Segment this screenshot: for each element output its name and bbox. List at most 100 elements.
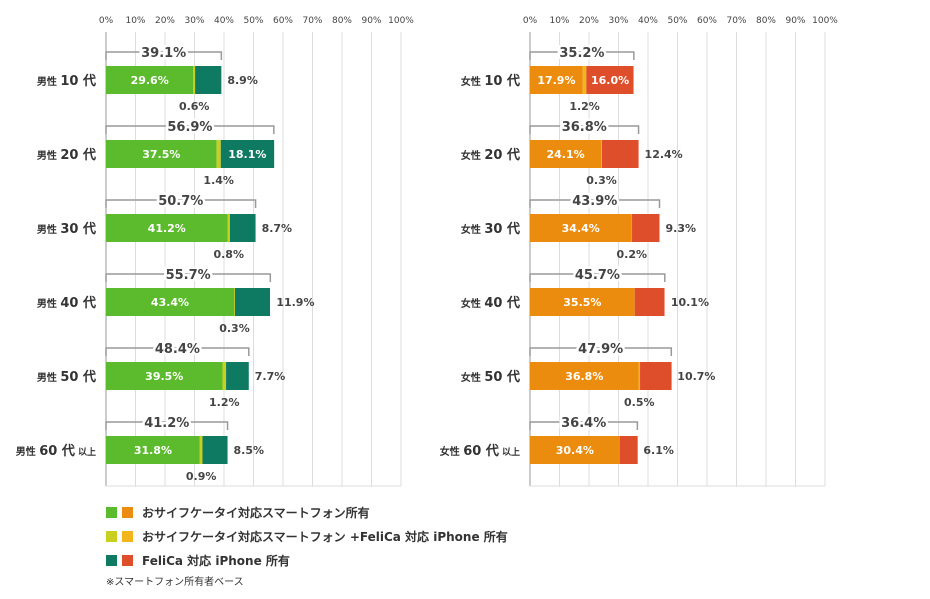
category-gender: 女性 <box>461 223 484 236</box>
legend-swatch-iphone-female <box>122 554 133 566</box>
male-x-tick-label: 60% <box>273 16 293 26</box>
male-first-value-label: 41.2% <box>148 222 186 235</box>
female-total-label: 35.2% <box>559 46 604 61</box>
male-last-value-label: 8.5% <box>234 444 265 457</box>
female-segment-osaifu <box>530 140 602 168</box>
male-last-value-label: 18.1% <box>228 148 266 161</box>
category-gender: 男性 <box>37 223 60 236</box>
female-segment-osaifu <box>530 288 635 316</box>
legend: おサイフケータイ対応スマートフォン所有 おサイフケータイ対応スマートフォン +F… <box>106 500 508 572</box>
female-segment-iphone <box>586 66 634 94</box>
female-segment-iphone <box>640 362 672 390</box>
footnote: ※スマートフォン所有者ベース <box>106 577 244 588</box>
male-first-value-label: 37.5% <box>142 148 180 161</box>
female-first-value-label: 17.9% <box>537 74 575 87</box>
female-category-label: 女性 40 代 <box>461 295 520 311</box>
female-category-label: 女性 30 代 <box>461 221 520 237</box>
female-category-label: 女性 60 代 以上 <box>440 443 520 459</box>
male-middle-value-label: 0.8% <box>213 248 244 261</box>
male-total-bracket <box>105 347 250 356</box>
male-total-bracket <box>105 273 272 282</box>
female-first-value-label: 24.1% <box>546 148 584 161</box>
male-last-value-label: 11.9% <box>276 296 314 309</box>
category-age: 40 代 <box>60 295 96 311</box>
male-segment-both <box>216 140 221 168</box>
category-age: 50 代 <box>484 369 520 385</box>
category-age: 10 代 <box>484 73 520 89</box>
male-segment-iphone <box>229 214 256 242</box>
category-age: 10 代 <box>60 73 96 89</box>
male-middle-value-label: 1.4% <box>203 174 234 187</box>
male-total-bracket <box>105 51 223 60</box>
female-x-tick-label: 100% <box>812 16 838 26</box>
female-x-tick-label: 10% <box>549 16 569 26</box>
male-x-tick-label: 40% <box>214 16 234 26</box>
male-x-tick-label: 10% <box>125 16 145 26</box>
female-segment-osaifu <box>530 436 620 464</box>
female-segment-both <box>601 140 603 168</box>
male-segment-iphone <box>220 140 275 168</box>
female-total-label: 47.9% <box>578 342 623 357</box>
legend-label-iphone: FeliCa 対応 iPhone 所有 <box>142 553 290 568</box>
category-gender: 女性 <box>461 75 484 88</box>
legend-swatch-osaifu-male <box>106 506 117 518</box>
female-first-value-label: 34.4% <box>562 222 600 235</box>
male-first-value-label: 29.6% <box>131 74 169 87</box>
male-segment-both <box>199 436 203 464</box>
male-middle-value-label: 0.9% <box>186 470 217 483</box>
male-segment-both <box>222 362 227 390</box>
female-total-bracket <box>529 273 666 282</box>
category-gender: 女性 <box>461 297 484 310</box>
female-total-label: 36.4% <box>561 416 606 431</box>
male-segment-both <box>234 288 236 316</box>
category-gender: 男性 <box>16 445 39 458</box>
legend-label-both: おサイフケータイ対応スマートフォン +FeliCa 対応 iPhone 所有 <box>142 529 508 544</box>
category-gender: 女性 <box>461 371 484 384</box>
male-total-bracket <box>105 199 257 208</box>
legend-label-osaifu: おサイフケータイ対応スマートフォン所有 <box>142 505 370 520</box>
male-total-bracket <box>105 125 275 134</box>
category-gender: 女性 <box>461 149 484 162</box>
category-age: 60 代 <box>39 443 75 459</box>
male-x-tick-label: 80% <box>332 16 352 26</box>
female-segment-iphone <box>601 140 639 168</box>
category-suffix: 以上 <box>75 446 96 458</box>
male-segment-both <box>227 214 230 242</box>
female-total-bracket <box>529 421 639 430</box>
male-category-label: 男性 40 代 <box>37 295 96 311</box>
male-category-label: 男性 10 代 <box>37 73 96 89</box>
male-segment-osaifu <box>106 436 200 464</box>
legend-swatch-both-female <box>122 530 133 542</box>
male-x-tick-label: 20% <box>155 16 175 26</box>
male-segment-iphone <box>195 66 222 94</box>
male-total-label: 55.7% <box>166 268 211 283</box>
category-age: 60 代 <box>463 443 499 459</box>
male-segment-osaifu <box>106 140 217 168</box>
male-segment-iphone <box>234 288 271 316</box>
female-last-value-label: 10.7% <box>677 370 715 383</box>
legend-swatch-osaifu-female <box>122 506 133 518</box>
category-gender: 男性 <box>37 149 60 162</box>
female-total-label: 43.9% <box>572 194 617 209</box>
female-middle-value-label: 1.2% <box>569 100 600 113</box>
female-x-tick-label: 0% <box>523 16 538 26</box>
category-age: 20 代 <box>484 147 520 163</box>
female-last-value-label: 12.4% <box>645 148 683 161</box>
male-first-value-label: 43.4% <box>151 296 189 309</box>
female-segment-iphone <box>619 436 638 464</box>
female-last-value-label: 9.3% <box>666 222 697 235</box>
female-last-value-label: 10.1% <box>671 296 709 309</box>
legend-item-iphone: FeliCa 対応 iPhone 所有 <box>106 548 508 572</box>
male-total-bracket <box>105 421 229 430</box>
male-category-label: 男性 60 代 以上 <box>16 443 96 459</box>
category-gender: 男性 <box>37 297 60 310</box>
category-gender: 男性 <box>37 75 60 88</box>
female-x-tick-label: 70% <box>726 16 746 26</box>
male-middle-value-label: 0.6% <box>179 100 210 113</box>
male-x-tick-label: 50% <box>243 16 263 26</box>
male-total-label: 39.1% <box>141 46 186 61</box>
male-segment-iphone <box>226 362 249 390</box>
female-total-bracket <box>529 199 661 208</box>
female-segment-iphone <box>632 214 660 242</box>
